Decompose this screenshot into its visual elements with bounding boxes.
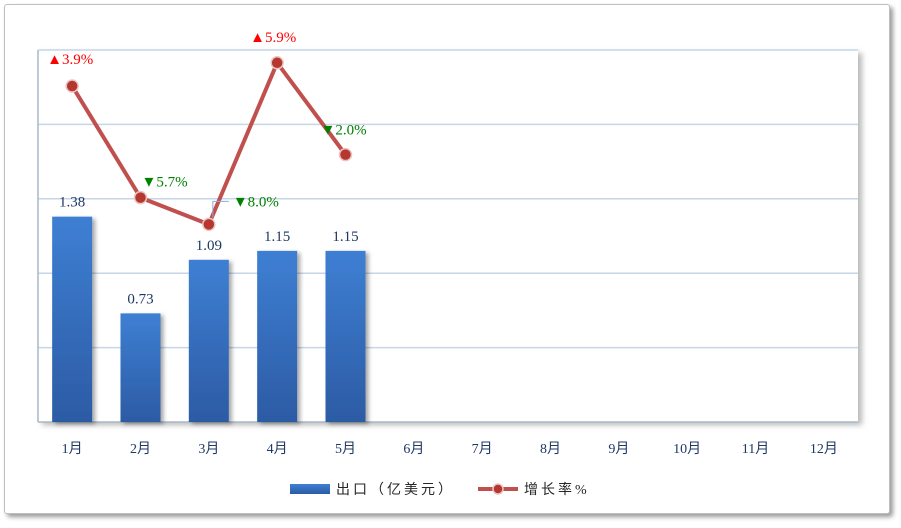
x-tick-label: 9月 [608,441,629,457]
bar-data-label: 1.15 [332,229,358,245]
x-tick-label: 6月 [403,441,424,457]
bar-data-label: 1.38 [59,195,85,211]
bar [188,259,229,422]
growth-rate-data-label: ▲3.9% [47,52,93,68]
x-tick-label: 4月 [267,441,288,457]
legend-swatch-bar [290,484,330,494]
x-tick-label: 12月 [810,441,838,457]
growth-rate-point [270,56,284,70]
growth-rate-data-label: ▲5.9% [250,30,296,46]
plot-area [38,50,858,422]
bar [120,313,161,422]
growth-rate-point [65,79,79,93]
legend-swatch-point [492,483,504,495]
x-tick-label: 2月 [130,441,151,457]
x-tick-label: 5月 [335,441,356,457]
growth-rate-point [202,217,216,232]
legend-label-export: 出口（亿美元） [336,482,455,498]
x-tick-label: 10月 [673,441,701,457]
label-leader-line [212,200,229,218]
bar-data-label: 1.09 [196,238,222,254]
bar [52,216,93,422]
bar [325,250,366,422]
bar-data-label: 0.73 [127,291,153,307]
growth-rate-data-label: ▼2.0% [321,123,367,139]
bar [257,250,298,422]
growth-rate-point [338,147,353,162]
growth-rate-data-label: ▼8.0% [233,194,279,210]
x-tick-label: 7月 [472,441,493,457]
x-tick-label: 1月 [62,441,83,457]
x-tick-label: 8月 [540,441,561,457]
legend: 出口（亿美元） 增长率% [290,481,590,498]
growth-rate-data-label: ▼5.7% [142,175,188,191]
bar-data-label: 1.15 [264,229,290,245]
legend-label-growth: 增长率% [524,481,590,498]
x-tick-label: 11月 [742,441,769,457]
x-tick-label: 3月 [198,441,219,457]
growth-rate-point [133,190,148,205]
